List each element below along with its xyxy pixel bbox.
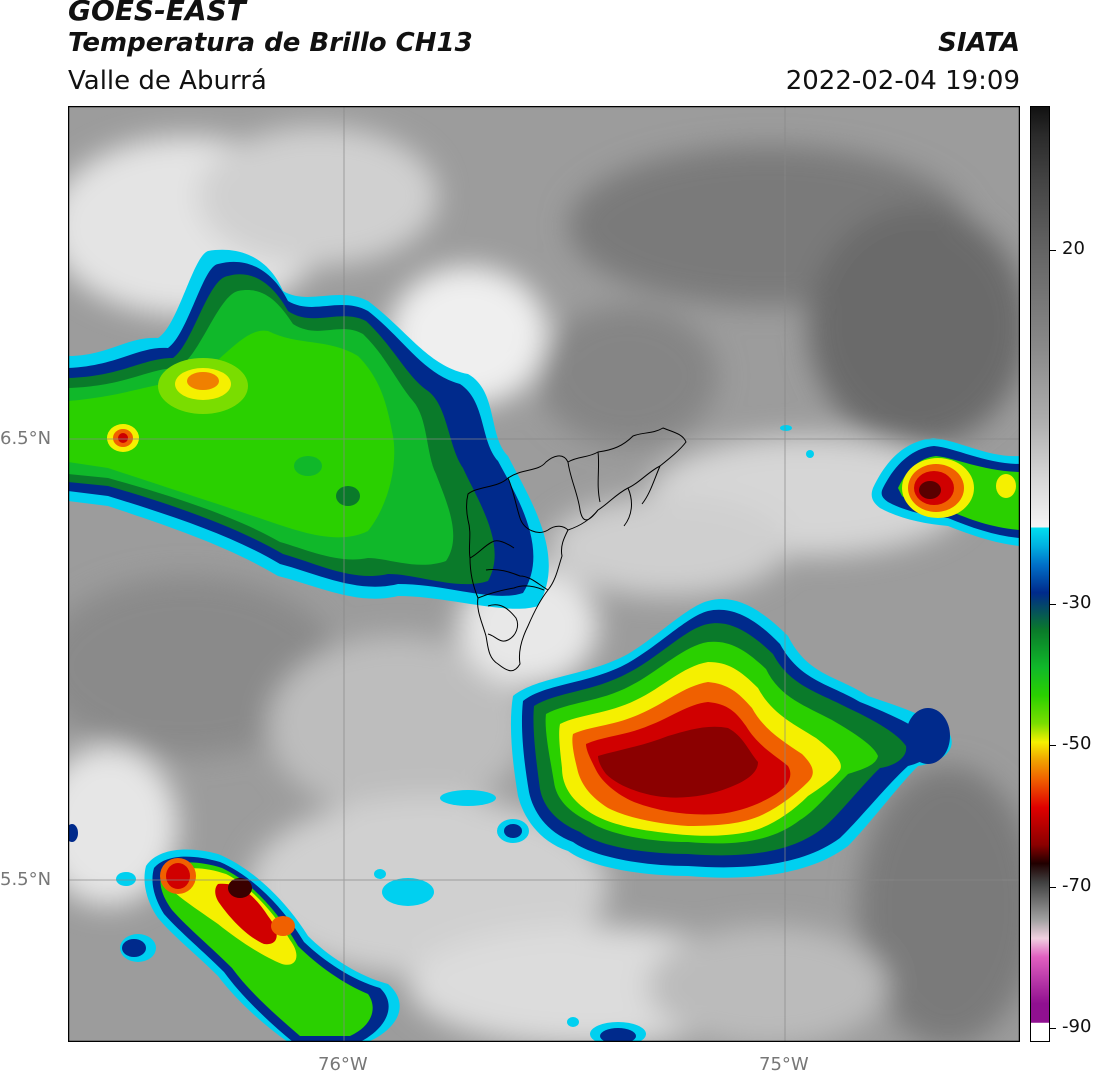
municipal-boundaries bbox=[466, 427, 687, 672]
colorbar-label-20: 20 bbox=[1062, 238, 1085, 259]
chart-title: GOES-EAST bbox=[68, 0, 246, 27]
colorbar-label-minus30: -30 bbox=[1062, 592, 1092, 613]
storm-cell-southwest bbox=[68, 824, 646, 1042]
map-canvas bbox=[68, 106, 1020, 1042]
lat-label-5-5: 5.5°N bbox=[0, 869, 52, 890]
storm-cell-west bbox=[68, 249, 549, 609]
colorbar-tick bbox=[1050, 604, 1056, 605]
region-label: Valle de Aburrá bbox=[68, 66, 267, 96]
colorbar-label-minus70: -70 bbox=[1062, 875, 1092, 896]
chart-subtitle: Temperatura de Brillo CH13 bbox=[68, 28, 473, 58]
colorbar-label-minus50: -50 bbox=[1062, 733, 1092, 754]
satellite-map[interactable] bbox=[68, 106, 1020, 1042]
lon-label-76w: 76°W bbox=[318, 1054, 368, 1075]
colorbar-tick bbox=[1050, 745, 1056, 746]
lon-label-75w: 75°W bbox=[759, 1054, 809, 1075]
colorbar-label-minus90: -90 bbox=[1062, 1016, 1092, 1037]
storm-cell-central bbox=[440, 599, 952, 878]
colorbar-tick bbox=[1050, 250, 1056, 251]
storm-cell-east bbox=[780, 425, 1020, 546]
brand-label: SIATA bbox=[938, 28, 1020, 58]
datetime-label: 2022-02-04 19:09 bbox=[785, 66, 1020, 96]
map-border bbox=[68, 106, 1020, 1042]
map-gridlines bbox=[68, 106, 1020, 1042]
colorbar bbox=[1030, 106, 1050, 1042]
colorbar-tick bbox=[1050, 1028, 1056, 1029]
lat-label-6-5: 6.5°N bbox=[0, 428, 52, 449]
colorbar-tick bbox=[1050, 887, 1056, 888]
